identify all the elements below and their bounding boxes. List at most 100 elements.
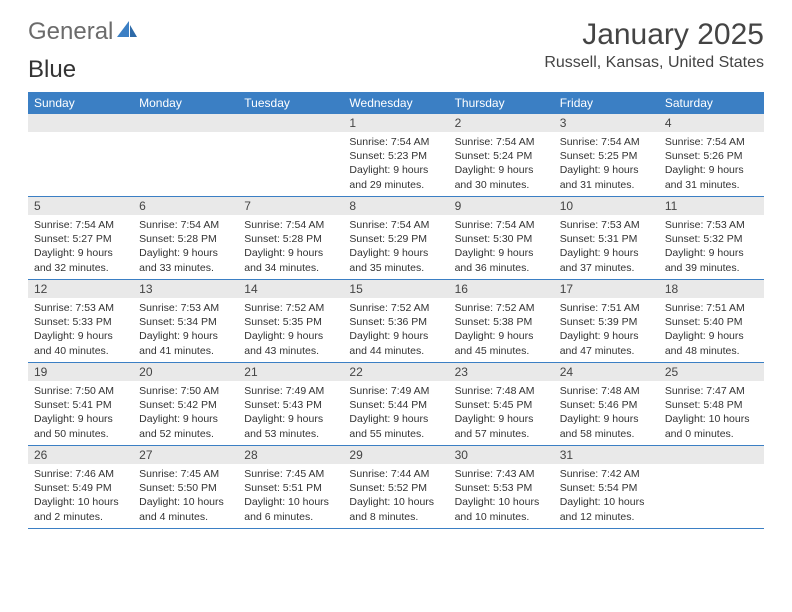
logo: General: [28, 18, 137, 46]
day-details: Sunrise: 7:54 AMSunset: 5:29 PMDaylight:…: [343, 215, 448, 279]
sunset-line: Sunset: 5:49 PM: [34, 481, 127, 495]
day-details: Sunrise: 7:54 AMSunset: 5:28 PMDaylight:…: [133, 215, 238, 279]
day-number: 28: [238, 446, 343, 464]
daylight-line: Daylight: 9 hours and 47 minutes.: [560, 329, 653, 357]
day-cell: 21Sunrise: 7:49 AMSunset: 5:43 PMDayligh…: [238, 363, 343, 445]
sunrise-line: Sunrise: 7:48 AM: [560, 384, 653, 398]
day-details: Sunrise: 7:53 AMSunset: 5:32 PMDaylight:…: [659, 215, 764, 279]
daylight-line: Daylight: 10 hours and 4 minutes.: [139, 495, 232, 523]
month-title: January 2025: [544, 18, 764, 52]
daylight-line: Daylight: 9 hours and 55 minutes.: [349, 412, 442, 440]
day-number-bar-empty: [659, 446, 764, 464]
sunrise-line: Sunrise: 7:44 AM: [349, 467, 442, 481]
day-cell: 31Sunrise: 7:42 AMSunset: 5:54 PMDayligh…: [554, 446, 659, 528]
day-details: Sunrise: 7:47 AMSunset: 5:48 PMDaylight:…: [659, 381, 764, 445]
day-details: Sunrise: 7:54 AMSunset: 5:25 PMDaylight:…: [554, 132, 659, 196]
day-number: 5: [28, 197, 133, 215]
sunrise-line: Sunrise: 7:54 AM: [349, 135, 442, 149]
day-details: Sunrise: 7:53 AMSunset: 5:34 PMDaylight:…: [133, 298, 238, 362]
day-cell: 10Sunrise: 7:53 AMSunset: 5:31 PMDayligh…: [554, 197, 659, 279]
day-cell: 25Sunrise: 7:47 AMSunset: 5:48 PMDayligh…: [659, 363, 764, 445]
daylight-line: Daylight: 10 hours and 0 minutes.: [665, 412, 758, 440]
sunrise-line: Sunrise: 7:53 AM: [560, 218, 653, 232]
day-number: 15: [343, 280, 448, 298]
day-details: Sunrise: 7:46 AMSunset: 5:49 PMDaylight:…: [28, 464, 133, 528]
day-cell: [238, 114, 343, 196]
sunrise-line: Sunrise: 7:42 AM: [560, 467, 653, 481]
day-cell: 13Sunrise: 7:53 AMSunset: 5:34 PMDayligh…: [133, 280, 238, 362]
day-cell: 3Sunrise: 7:54 AMSunset: 5:25 PMDaylight…: [554, 114, 659, 196]
sunset-line: Sunset: 5:30 PM: [455, 232, 548, 246]
day-cell: 27Sunrise: 7:45 AMSunset: 5:50 PMDayligh…: [133, 446, 238, 528]
sunrise-line: Sunrise: 7:47 AM: [665, 384, 758, 398]
day-details: Sunrise: 7:52 AMSunset: 5:36 PMDaylight:…: [343, 298, 448, 362]
day-cell: 18Sunrise: 7:51 AMSunset: 5:40 PMDayligh…: [659, 280, 764, 362]
sunset-line: Sunset: 5:34 PM: [139, 315, 232, 329]
daylight-line: Daylight: 9 hours and 44 minutes.: [349, 329, 442, 357]
week-row: 26Sunrise: 7:46 AMSunset: 5:49 PMDayligh…: [28, 446, 764, 529]
day-cell: 17Sunrise: 7:51 AMSunset: 5:39 PMDayligh…: [554, 280, 659, 362]
day-number: 10: [554, 197, 659, 215]
sunset-line: Sunset: 5:54 PM: [560, 481, 653, 495]
day-cell: 19Sunrise: 7:50 AMSunset: 5:41 PMDayligh…: [28, 363, 133, 445]
day-number: 6: [133, 197, 238, 215]
daylight-line: Daylight: 9 hours and 52 minutes.: [139, 412, 232, 440]
sunrise-line: Sunrise: 7:54 AM: [455, 218, 548, 232]
day-number: 22: [343, 363, 448, 381]
sunrise-line: Sunrise: 7:54 AM: [349, 218, 442, 232]
day-details: Sunrise: 7:54 AMSunset: 5:30 PMDaylight:…: [449, 215, 554, 279]
day-cell: 12Sunrise: 7:53 AMSunset: 5:33 PMDayligh…: [28, 280, 133, 362]
calendar-page: General January 2025 Russell, Kansas, Un…: [0, 0, 792, 539]
weekday-header: Wednesday: [343, 92, 448, 114]
sunset-line: Sunset: 5:28 PM: [139, 232, 232, 246]
day-number-bar-empty: [238, 114, 343, 132]
day-cell: 29Sunrise: 7:44 AMSunset: 5:52 PMDayligh…: [343, 446, 448, 528]
daylight-line: Daylight: 9 hours and 35 minutes.: [349, 246, 442, 274]
daylight-line: Daylight: 9 hours and 43 minutes.: [244, 329, 337, 357]
daylight-line: Daylight: 9 hours and 34 minutes.: [244, 246, 337, 274]
sunrise-line: Sunrise: 7:54 AM: [34, 218, 127, 232]
day-number: 27: [133, 446, 238, 464]
day-details: Sunrise: 7:51 AMSunset: 5:39 PMDaylight:…: [554, 298, 659, 362]
sunset-line: Sunset: 5:46 PM: [560, 398, 653, 412]
daylight-line: Daylight: 9 hours and 40 minutes.: [34, 329, 127, 357]
sunset-line: Sunset: 5:42 PM: [139, 398, 232, 412]
sail-icon: [115, 18, 137, 46]
day-details: Sunrise: 7:52 AMSunset: 5:35 PMDaylight:…: [238, 298, 343, 362]
sunset-line: Sunset: 5:25 PM: [560, 149, 653, 163]
sunrise-line: Sunrise: 7:52 AM: [349, 301, 442, 315]
sunset-line: Sunset: 5:53 PM: [455, 481, 548, 495]
daylight-line: Daylight: 10 hours and 12 minutes.: [560, 495, 653, 523]
day-cell: 11Sunrise: 7:53 AMSunset: 5:32 PMDayligh…: [659, 197, 764, 279]
sunset-line: Sunset: 5:27 PM: [34, 232, 127, 246]
day-cell: 20Sunrise: 7:50 AMSunset: 5:42 PMDayligh…: [133, 363, 238, 445]
weekday-header: Thursday: [449, 92, 554, 114]
sunrise-line: Sunrise: 7:43 AM: [455, 467, 548, 481]
day-cell: 6Sunrise: 7:54 AMSunset: 5:28 PMDaylight…: [133, 197, 238, 279]
daylight-line: Daylight: 10 hours and 10 minutes.: [455, 495, 548, 523]
daylight-line: Daylight: 10 hours and 6 minutes.: [244, 495, 337, 523]
day-cell: 16Sunrise: 7:52 AMSunset: 5:38 PMDayligh…: [449, 280, 554, 362]
day-number: 11: [659, 197, 764, 215]
title-block: January 2025 Russell, Kansas, United Sta…: [544, 18, 764, 72]
calendar-grid: SundayMondayTuesdayWednesdayThursdayFrid…: [28, 92, 764, 529]
location-text: Russell, Kansas, United States: [544, 54, 764, 72]
day-details: Sunrise: 7:52 AMSunset: 5:38 PMDaylight:…: [449, 298, 554, 362]
sunrise-line: Sunrise: 7:54 AM: [560, 135, 653, 149]
day-number: 24: [554, 363, 659, 381]
day-cell: 8Sunrise: 7:54 AMSunset: 5:29 PMDaylight…: [343, 197, 448, 279]
sunset-line: Sunset: 5:50 PM: [139, 481, 232, 495]
sunset-line: Sunset: 5:29 PM: [349, 232, 442, 246]
day-cell: 4Sunrise: 7:54 AMSunset: 5:26 PMDaylight…: [659, 114, 764, 196]
weekday-header: Tuesday: [238, 92, 343, 114]
daylight-line: Daylight: 9 hours and 30 minutes.: [455, 163, 548, 191]
sunset-line: Sunset: 5:31 PM: [560, 232, 653, 246]
sunrise-line: Sunrise: 7:48 AM: [455, 384, 548, 398]
weekday-header: Monday: [133, 92, 238, 114]
sunset-line: Sunset: 5:43 PM: [244, 398, 337, 412]
sunrise-line: Sunrise: 7:52 AM: [455, 301, 548, 315]
day-details: Sunrise: 7:48 AMSunset: 5:45 PMDaylight:…: [449, 381, 554, 445]
sunrise-line: Sunrise: 7:53 AM: [665, 218, 758, 232]
sunrise-line: Sunrise: 7:54 AM: [139, 218, 232, 232]
sunrise-line: Sunrise: 7:54 AM: [455, 135, 548, 149]
